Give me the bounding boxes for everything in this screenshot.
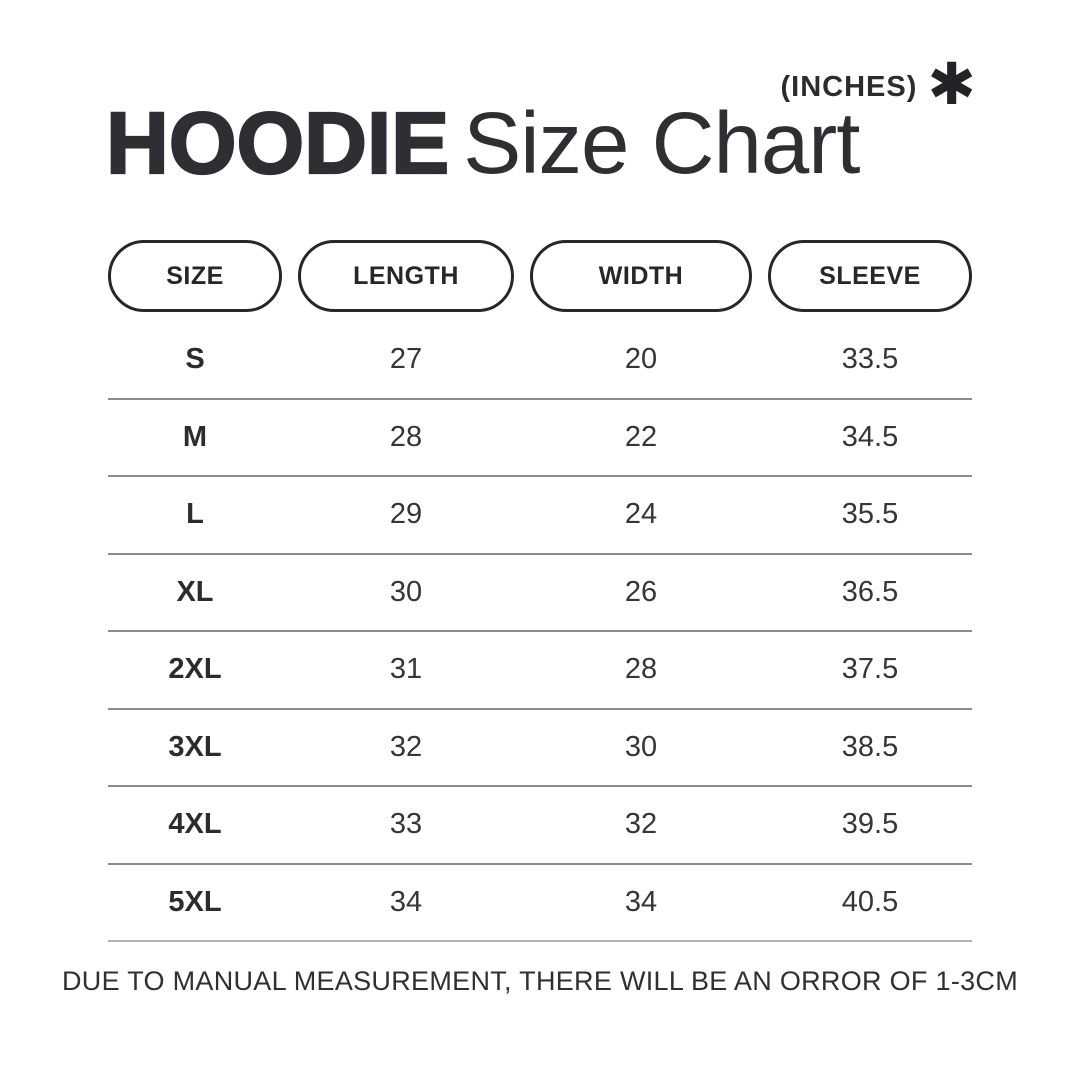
table-row: XL 30 26 36.5 — [108, 555, 972, 632]
cell-width: 32 — [624, 808, 658, 841]
table-header-row: SIZE LENGTH WIDTH SLEEVE — [108, 240, 972, 312]
cell-length: 34 — [389, 885, 423, 918]
cell-length: 29 — [389, 498, 423, 531]
cell-width: 20 — [624, 343, 658, 376]
asterisk-icon: ✱ — [927, 52, 976, 117]
column-header-size: SIZE — [108, 240, 282, 312]
table-row: M 28 22 34.5 — [108, 400, 972, 477]
cell-length: 31 — [389, 653, 423, 686]
title-product-word: HOODIE — [105, 95, 451, 192]
cell-size: 5XL — [168, 885, 222, 918]
column-header-length: LENGTH — [298, 240, 514, 312]
cell-sleeve: 40.5 — [841, 885, 899, 918]
cell-sleeve: 37.5 — [841, 653, 899, 686]
column-header-width: WIDTH — [530, 240, 752, 312]
table-row: 3XL 32 30 38.5 — [108, 710, 972, 787]
cell-width: 34 — [624, 885, 658, 918]
cell-sleeve: 33.5 — [841, 343, 899, 376]
measurement-note: DUE TO MANUAL MEASUREMENT, THERE WILL BE… — [61, 966, 1019, 996]
table-row: 2XL 31 28 37.5 — [108, 632, 972, 710]
table-row: 5XL 34 34 40.5 — [108, 865, 972, 942]
title-suffix-words: Size Chart — [463, 95, 860, 192]
cell-width: 22 — [624, 420, 658, 453]
cell-length: 30 — [389, 575, 423, 608]
units-label: (INCHES) — [780, 70, 918, 103]
cell-size: XL — [176, 575, 214, 608]
page-title: HOODIE Size Chart — [105, 95, 861, 192]
size-table: SIZE LENGTH WIDTH SLEEVE S 27 20 33.5 M … — [108, 240, 972, 942]
cell-sleeve: 35.5 — [841, 498, 899, 531]
cell-sleeve: 36.5 — [841, 575, 899, 608]
cell-size: 3XL — [168, 730, 222, 763]
cell-size: M — [182, 420, 208, 453]
cell-sleeve: 34.5 — [841, 420, 899, 453]
cell-width: 30 — [624, 730, 658, 763]
cell-length: 33 — [389, 808, 423, 841]
column-header-sleeve: SLEEVE — [768, 240, 972, 312]
units-label-group: (INCHES) ✱ — [780, 52, 977, 117]
cell-size: L — [186, 498, 204, 531]
table-row: S 27 20 33.5 — [108, 322, 972, 400]
cell-width: 28 — [624, 653, 658, 686]
cell-width: 26 — [624, 575, 658, 608]
table-row: L 29 24 35.5 — [108, 477, 972, 555]
cell-size: 2XL — [168, 653, 222, 686]
cell-sleeve: 38.5 — [841, 730, 899, 763]
cell-length: 28 — [389, 420, 423, 453]
cell-length: 27 — [389, 343, 423, 376]
cell-length: 32 — [389, 730, 423, 763]
table-body: S 27 20 33.5 M 28 22 34.5 L 29 24 35.5 X… — [108, 322, 972, 942]
table-row: 4XL 33 32 39.5 — [108, 787, 972, 865]
cell-width: 24 — [624, 498, 658, 531]
cell-size: S — [185, 343, 205, 376]
cell-sleeve: 39.5 — [841, 808, 899, 841]
cell-size: 4XL — [168, 808, 222, 841]
